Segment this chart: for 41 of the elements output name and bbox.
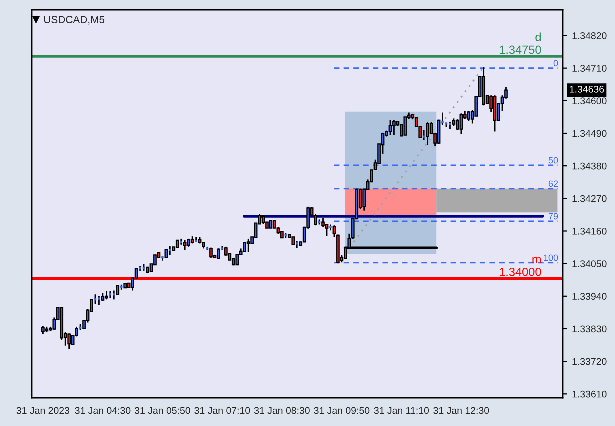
y-tick-label: 1.33720 <box>572 358 607 366</box>
x-tick-label: 31 Jan 11:10 <box>374 407 430 414</box>
y-tick-label: 1.34270 <box>572 195 607 202</box>
y-tick-label: 1.34160 <box>572 228 607 235</box>
y-tick-label: 1.34380 <box>572 162 607 170</box>
annotation: 50 <box>548 157 558 164</box>
x-tick-label: 31 Jan 2023 <box>16 407 70 414</box>
candlestick <box>392 120 396 136</box>
x-tick-label: 31 Jan 07:10 <box>194 407 250 414</box>
y-tick-label: 1.34490 <box>572 130 607 138</box>
y-tick-label: 1.34050 <box>572 260 607 268</box>
y-tick-label: 1.34710 <box>572 65 607 72</box>
candlestick <box>460 112 464 135</box>
text: 1.34636 <box>570 86 604 93</box>
annotation: 79 <box>548 213 558 220</box>
candlestick <box>243 242 247 253</box>
candlestick <box>388 120 392 136</box>
annotation: 100 <box>544 254 558 262</box>
candlestick <box>183 240 187 251</box>
y-tick-label: 1.33610 <box>572 390 607 398</box>
x-tick-label: 31 Jan 09:50 <box>314 407 370 414</box>
y-tick-label: 1.33940 <box>572 293 607 300</box>
candlestick <box>404 116 408 136</box>
candlestick <box>426 122 430 146</box>
x-tick-label: 31 Jan 08:30 <box>254 407 310 414</box>
ref-line-label: d 1.34750 <box>500 32 542 54</box>
chart-title: USDCAD,M5 <box>44 16 105 25</box>
x-tick-label: 31 Jan 12:30 <box>434 407 490 414</box>
candlestick <box>236 254 240 266</box>
y-tick-label: 1.34820 <box>572 32 607 40</box>
y-tick-label: 1.33830 <box>572 326 607 333</box>
ref-line-label: m 1.34000 <box>500 257 542 276</box>
annotation: 62 <box>548 180 558 188</box>
candlestick <box>246 238 250 253</box>
y-tick-label: 1.34600 <box>572 98 607 105</box>
candlestick <box>493 94 497 132</box>
x-tick-label: 31 Jan 04:30 <box>75 407 131 414</box>
candlestick <box>68 333 72 350</box>
annotation: 0 <box>554 60 558 67</box>
x-tick-label: 31 Jan 05:50 <box>134 407 190 414</box>
candlestick <box>467 110 471 122</box>
